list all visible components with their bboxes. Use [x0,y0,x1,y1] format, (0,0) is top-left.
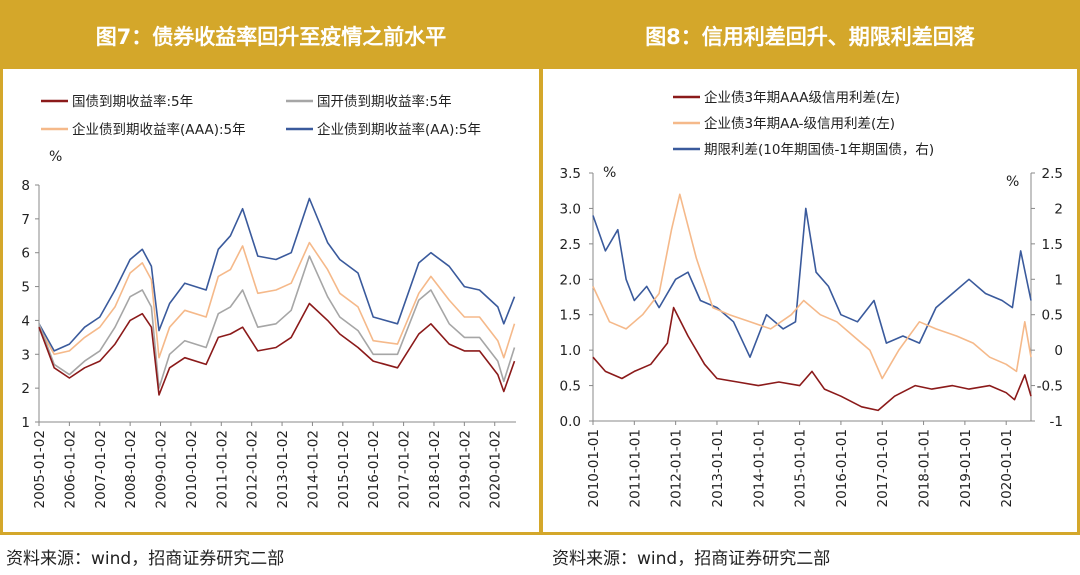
x-tick-label: 2018-01-01 [917,429,933,507]
series-line [592,193,1032,380]
x-tick-label: 2010-01-02 [184,430,200,508]
x-tick-label: 2010-01-01 [586,429,602,507]
right-source-note: 资料来源：wind，招商证券研究二部 [552,549,831,569]
series-line [592,207,1032,359]
left-y-tick-label: 0.5 [560,379,581,395]
y-tick-label: 7 [21,212,30,228]
x-tick-label: 2014-01-02 [305,430,321,508]
legend-label: 企业债3年期AA-级信用利差(左) [704,115,895,132]
right-y-tick-label: 0.5 [1042,308,1063,324]
y-tick-label: 3 [21,347,30,363]
left-y-tick-label: 0.0 [560,414,581,430]
series-line [38,255,516,389]
left-y-tick-label: 1.0 [560,343,581,359]
x-tick-label: 2005-01-02 [32,430,48,508]
left-y-tick-label: 3.0 [560,201,581,217]
x-tick-label: 2020-01-01 [999,429,1015,507]
left-y-tick-label: 3.5 [560,166,581,182]
right-y-tick-label: 2 [1054,201,1063,217]
series-line [38,197,516,352]
spread-chart: 企业债3年期AAA级信用利差(左) 企业债3年期AA-级信用利差(左) 期限利差(1… [560,89,1063,507]
right-y-tick-label: 1 [1054,272,1063,288]
x-tick-label: 2007-01-02 [93,430,109,508]
series-line [38,302,516,396]
x-tick-label: 2009-01-02 [154,430,170,508]
x-tick-label: 2013-01-01 [710,429,726,507]
x-tick-label: 2008-01-02 [123,430,139,508]
x-tick-label: 2016-01-01 [834,429,850,507]
x-tick-label: 2020-01-02 [488,430,504,508]
legend-label: 国开债到期收益率:5年 [317,93,452,110]
x-tick-label: 2006-01-02 [62,430,78,508]
y-axis-unit: % [49,149,62,165]
series-line [38,241,516,359]
y-tick-label: 6 [21,246,30,262]
series-line [592,306,1032,412]
left-chart-title: 图7：债券收益率回升至疫情之前水平 [3,3,539,69]
x-tick-label: 2018-01-02 [427,430,443,508]
left-y-tick-label: 2.5 [560,237,581,253]
x-tick-label: 2015-01-02 [336,430,352,508]
x-tick-label: 2017-01-01 [875,429,891,507]
left-axis-unit: % [603,165,616,181]
right-axis-unit: % [1006,174,1019,190]
x-tick-label: 2015-01-01 [793,429,809,507]
x-tick-label: 2016-01-02 [366,430,382,508]
right-y-tick-label: 2.5 [1042,166,1063,182]
legend-label: 企业债到期收益率(AA):5年 [317,121,481,138]
right-y-tick-label: -0.5 [1037,379,1063,395]
legend-label: 企业债到期收益率(AAA):5年 [72,121,246,138]
left-y-tick-label: 1.5 [560,308,581,324]
left-source-note: 资料来源：wind，招商证券研究二部 [6,549,285,569]
left-y-tick-label: 2.0 [560,272,581,288]
right-chart-panel: 图8：信用利差回升、期限利差回落 企业债3年期AAA级信用利差(左) 企业债3年期… [540,0,1080,535]
right-y-tick-label: 0 [1054,343,1063,359]
legend-label: 国债到期收益率:5年 [72,93,193,110]
x-tick-label: 2011-01-02 [214,430,230,508]
y-tick-label: 1 [21,415,30,431]
x-tick-label: 2013-01-02 [275,430,291,508]
x-tick-label: 2012-01-01 [669,429,685,507]
x-tick-label: 2014-01-01 [751,429,767,507]
legend-label: 期限利差(10年期国债-1年期国债，右) [704,142,934,158]
x-tick-label: 2017-01-02 [397,430,413,508]
y-tick-label: 5 [21,280,30,296]
y-tick-label: 4 [21,313,30,329]
x-tick-label: 2011-01-01 [627,429,643,507]
right-chart-title: 图8：信用利差回升、期限利差回落 [543,3,1077,69]
y-tick-label: 8 [21,178,30,194]
left-chart-panel: 图7：债券收益率回升至疫情之前水平 国债到期收益率:5年 国开债到期收益率:5年企… [0,0,542,535]
x-tick-label: 2019-01-01 [958,429,974,507]
right-y-tick-label: -1 [1050,414,1063,430]
x-tick-label: 2019-01-02 [457,430,473,508]
y-tick-label: 2 [21,381,30,397]
right-y-tick-label: 1.5 [1042,237,1063,253]
x-tick-label: 2012-01-02 [245,430,261,508]
legend-label: 企业债3年期AAA级信用利差(左) [704,89,900,106]
